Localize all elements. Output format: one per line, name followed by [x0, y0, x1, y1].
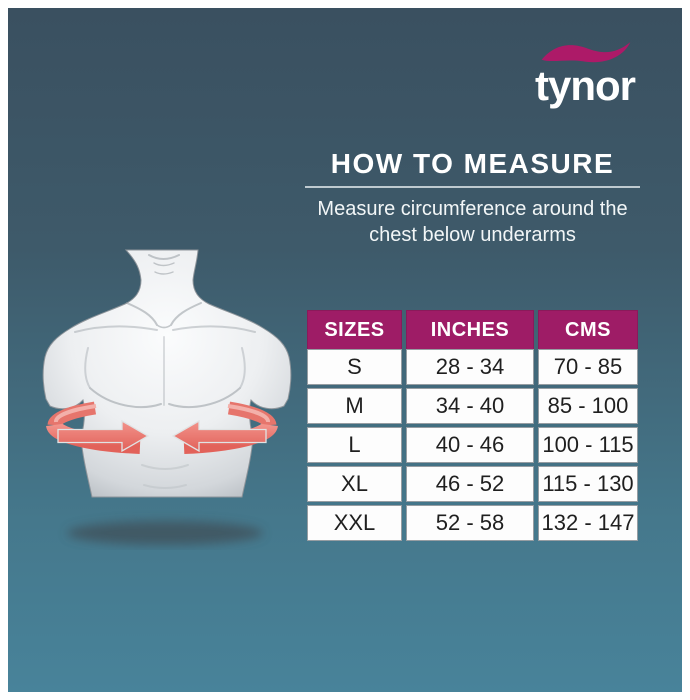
- instruction-line-2: chest below underarms: [369, 224, 576, 246]
- cell-size-l: L: [307, 427, 402, 463]
- band-right-arrow-icon: [171, 419, 267, 453]
- header-block: HOW TO MEASURE Measure circumference aro…: [305, 148, 640, 248]
- column-header-cms: CMS: [538, 310, 638, 350]
- cell-size-xxl: XXL: [307, 505, 402, 541]
- brand-swoosh-icon: [541, 42, 631, 63]
- column-header-inches: INCHES: [406, 310, 534, 350]
- column-header-sizes: SIZES: [307, 310, 402, 350]
- page-title: HOW TO MEASURE: [330, 148, 615, 179]
- cell-inches-m: 34 - 40: [406, 388, 534, 424]
- torso-contours: [74, 254, 256, 489]
- instruction-line-1: Measure circumference around the: [317, 198, 628, 220]
- brand-logo: tynor: [528, 38, 642, 107]
- cell-cms-m: 85 - 100: [538, 388, 638, 424]
- cell-cms-l: 100 - 115: [538, 427, 638, 463]
- cell-cms-xxl: 132 - 147: [538, 505, 638, 541]
- measuring-band: [46, 401, 278, 454]
- measure-instructions: Measure circumference around the chest b…: [305, 196, 640, 248]
- cell-cms-s: 70 - 85: [538, 349, 638, 385]
- infographic-background: tynor HOW TO MEASURE Measure circumferen…: [8, 8, 682, 692]
- size-table: SIZES INCHES CMS S 28 - 34 70 - 85 M 34 …: [307, 310, 638, 541]
- cell-inches-xl: 46 - 52: [406, 466, 534, 502]
- cell-inches-s: 28 - 34: [406, 349, 534, 385]
- cell-size-m: M: [307, 388, 402, 424]
- cell-size-s: S: [307, 349, 402, 385]
- band-left-rim-highlight: [54, 404, 97, 423]
- cell-size-xl: XL: [307, 466, 402, 502]
- torso-figure: [42, 249, 292, 498]
- torso-shadow: [67, 521, 263, 545]
- cell-inches-xxl: 52 - 58: [406, 505, 534, 541]
- brand-name: tynor: [535, 62, 636, 109]
- title-divider: [305, 186, 640, 188]
- band-right-rim-highlight: [227, 404, 270, 423]
- cell-cms-xl: 115 - 130: [538, 466, 638, 502]
- cell-inches-l: 40 - 46: [406, 427, 534, 463]
- band-left-arrow-icon: [57, 419, 150, 453]
- torso-illustration: [30, 240, 300, 550]
